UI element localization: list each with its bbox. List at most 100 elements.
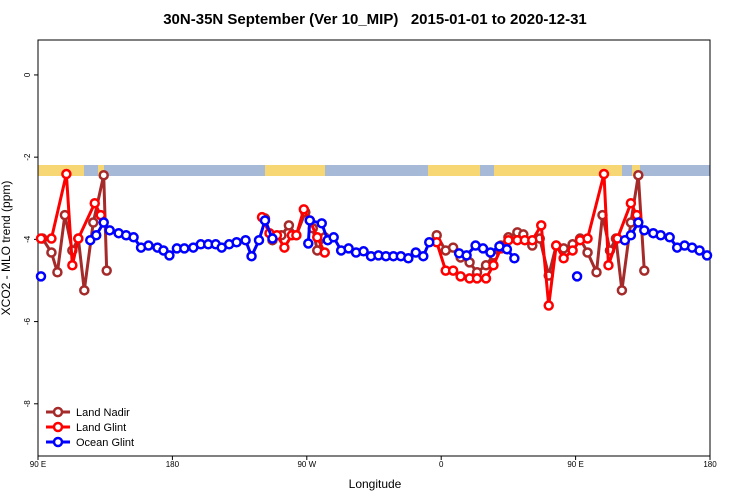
legend-label: Land Glint [76, 422, 126, 434]
data-point [527, 234, 538, 246]
data-point [89, 197, 100, 209]
y-axis-label: XCO2 - MLO trend (ppm) [0, 181, 13, 316]
data-point [231, 236, 242, 248]
y-tick-label: -8 [23, 400, 32, 408]
data-point [358, 246, 369, 257]
data-point [536, 220, 547, 231]
data-point [283, 220, 295, 231]
data-point [447, 242, 459, 253]
data-point [98, 169, 109, 181]
x-tick-label: 90 E [567, 460, 583, 469]
data-point [418, 250, 429, 262]
data-point [291, 230, 302, 241]
land-strip [98, 165, 104, 176]
data-point [571, 271, 583, 282]
data-point [279, 242, 290, 253]
data-point [73, 233, 84, 244]
data-point [603, 260, 614, 271]
data-point [128, 232, 139, 243]
data-point [179, 243, 190, 254]
data-point [319, 247, 330, 258]
chart-title: 30N-35N September (Ver 10_MIP) 2015-01-0… [163, 11, 587, 28]
data-point [633, 217, 644, 228]
legend-label: Ocean Glint [76, 437, 134, 449]
data-point [253, 234, 265, 246]
ocean-strip [38, 165, 710, 176]
plot-frame [37, 39, 711, 457]
data-point [304, 215, 316, 226]
data-point [509, 253, 520, 264]
data-point [488, 260, 499, 271]
data-point [246, 250, 257, 262]
data-point [343, 243, 354, 254]
data-point [267, 233, 278, 244]
x-tick-label: 90 W [297, 460, 316, 469]
y-tick-label: -6 [23, 317, 32, 325]
data-point [79, 285, 90, 296]
data-point [328, 232, 339, 243]
data-point [664, 232, 675, 243]
data-point [633, 169, 644, 181]
data-point [701, 250, 713, 261]
x-tick-label: 180 [166, 460, 180, 469]
data-point [461, 250, 472, 261]
data-point [88, 217, 99, 228]
data-point [52, 267, 63, 278]
data-point [558, 253, 569, 264]
land-strip [265, 165, 325, 176]
data-point [591, 267, 602, 278]
x-tick-label: 90 E [30, 460, 46, 469]
data-point [625, 230, 637, 241]
data-point [164, 250, 175, 261]
data-point [104, 225, 115, 236]
data-point [598, 168, 610, 180]
data-point [312, 232, 323, 243]
data-point [46, 233, 57, 244]
data-point [67, 260, 78, 271]
data-point [143, 240, 154, 251]
data-point [582, 247, 593, 258]
series [35, 215, 713, 282]
data-point [655, 230, 666, 241]
land-mask [38, 165, 710, 176]
x-tick-label: 0 [439, 460, 444, 469]
legend-marker [52, 436, 64, 448]
data-point [477, 243, 489, 254]
data-point [90, 230, 102, 241]
data-point [35, 271, 47, 282]
land-strip [494, 165, 622, 176]
y-tick-label: -4 [23, 235, 32, 243]
series [35, 168, 643, 311]
legend-marker [52, 406, 64, 418]
x-axis-label: Longitude [349, 477, 402, 491]
data-point [503, 234, 514, 246]
data-point [303, 238, 314, 249]
land-strip [428, 165, 480, 176]
data-point [639, 265, 650, 276]
data-point [485, 247, 496, 258]
data-point [98, 217, 109, 228]
data-point [35, 233, 47, 244]
data-point [101, 265, 112, 276]
data-point [616, 285, 628, 296]
x-tick-label: 180 [703, 460, 717, 469]
data-point [550, 240, 562, 251]
data-point [46, 247, 57, 258]
data-point [639, 225, 650, 236]
data-point [447, 265, 459, 276]
data-point [567, 245, 578, 256]
data-point [501, 243, 513, 255]
data-point [582, 233, 593, 244]
data-point [403, 253, 414, 264]
data-point [316, 218, 327, 229]
data-point [455, 271, 466, 282]
data-point [471, 273, 483, 284]
data-point [694, 245, 705, 256]
data-point [61, 168, 72, 180]
legend-marker [52, 421, 64, 433]
data-point [240, 234, 251, 246]
legend-label: Land Nadir [76, 407, 130, 419]
y-tick-label: -2 [23, 153, 32, 161]
data-point [543, 300, 554, 311]
